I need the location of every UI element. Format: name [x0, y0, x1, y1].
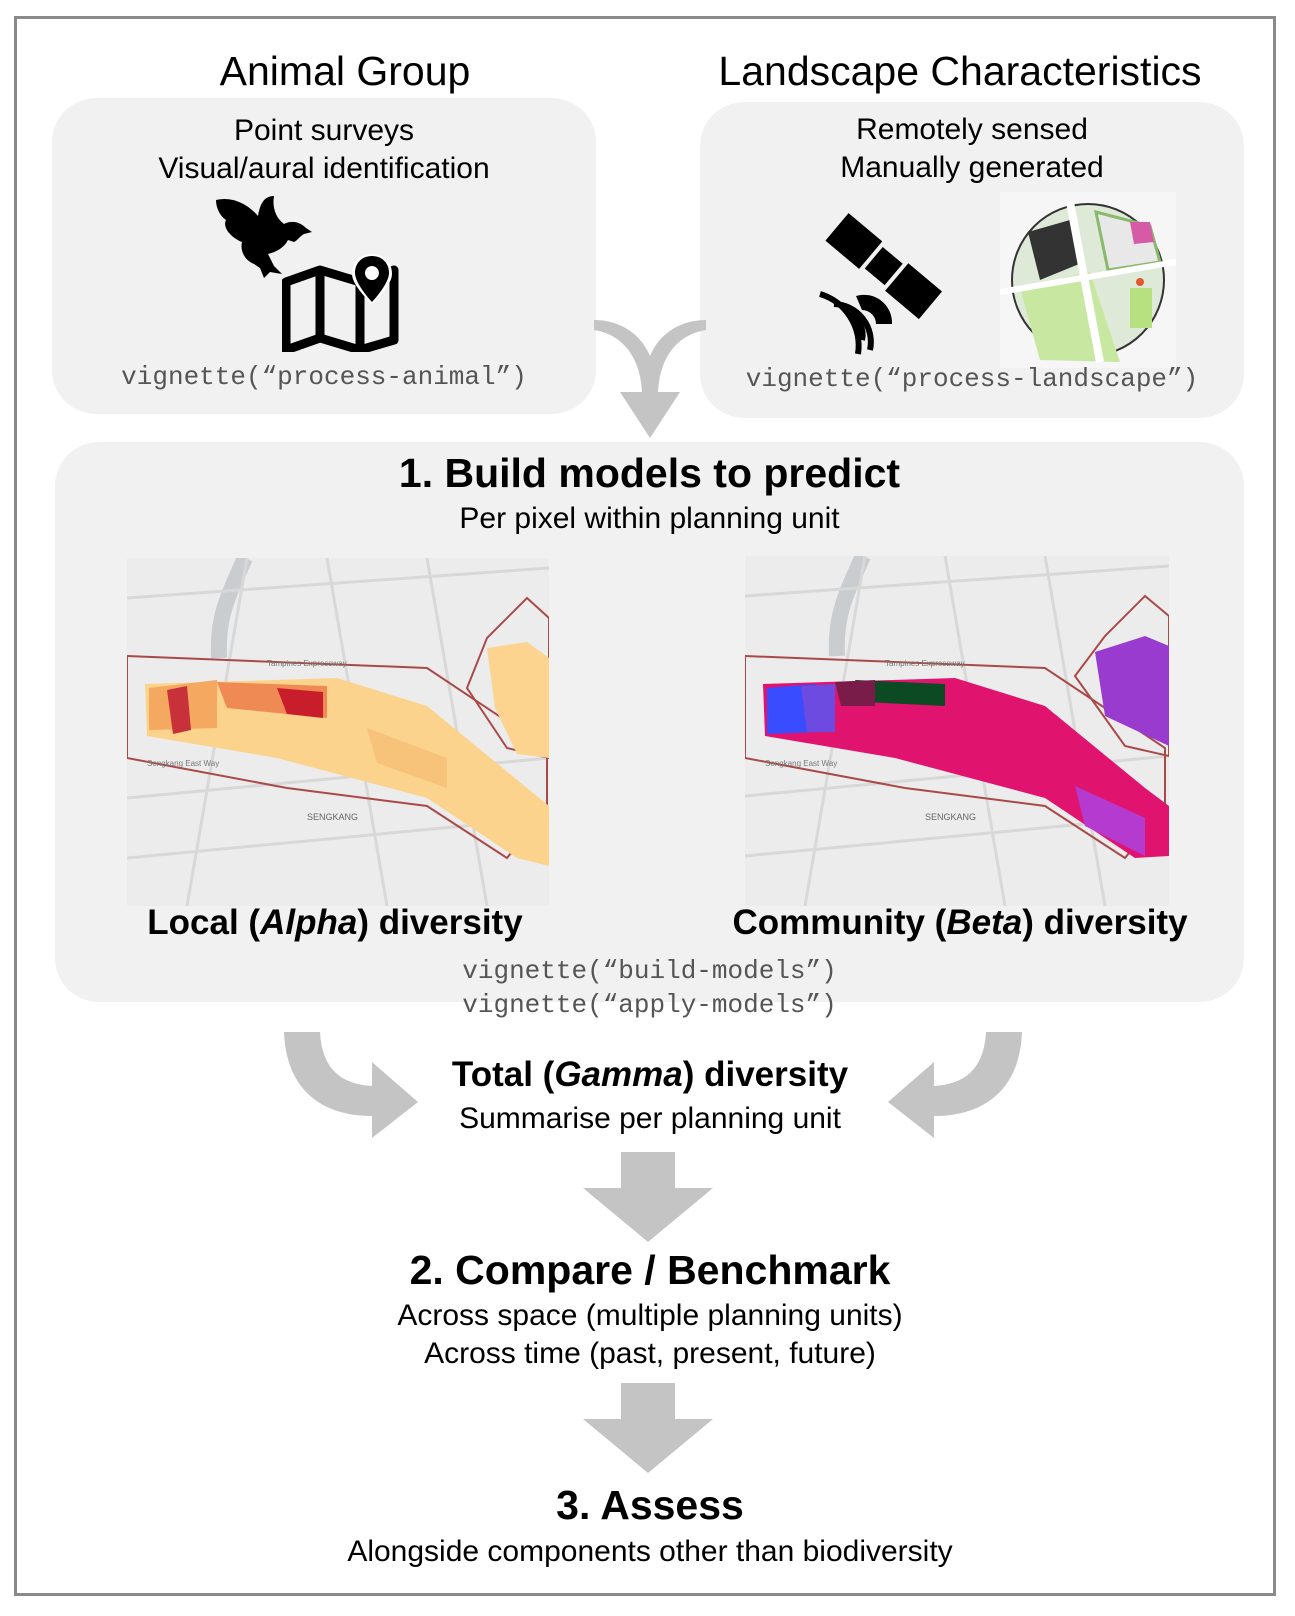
landscape-line-2: Manually generated: [840, 151, 1104, 184]
eagle-icon: [216, 196, 312, 278]
down-arrow-1: [583, 1152, 713, 1242]
beta-district-label: SENGKANG: [925, 812, 976, 822]
assess-subtitle: Alongside components other than biodiver…: [347, 1535, 953, 1568]
build-vignette-2: vignette(“apply-models”): [462, 990, 837, 1020]
map-pin-icon: [282, 254, 399, 352]
compare-line-2: Across time (past, present, future): [424, 1337, 876, 1370]
build-vignette-1: vignette(“build-models”): [462, 956, 837, 986]
alpha-district-label: SENGKANG: [307, 812, 358, 822]
right-curved-arrow: [888, 1032, 1022, 1138]
down-arrow-2: [583, 1383, 713, 1473]
compare-line-1: Across space (multiple planning units): [397, 1299, 903, 1332]
animal-vignette: vignette(“process-animal”): [121, 362, 527, 392]
landscape-title: Landscape Characteristics: [718, 48, 1202, 94]
landscape-map-thumbnail: [1000, 192, 1176, 368]
animal-group-title: Animal Group: [219, 48, 471, 94]
left-curved-arrow: [284, 1032, 418, 1138]
beta-diversity-map: Tampines Expressway SENGKANG Sengkang Ea…: [745, 556, 1169, 906]
alpha-road1-label: Sengkang East Way: [147, 759, 219, 768]
alpha-diversity-map: Tampines Expressway SENGKANG Sengkang Ea…: [127, 558, 549, 906]
landscape-line-1: Remotely sensed: [856, 113, 1088, 146]
assess-title: 3. Assess: [556, 1482, 744, 1528]
landscape-vignette: vignette(“process-landscape”): [745, 364, 1199, 394]
animal-panel: [52, 98, 596, 414]
beta-diversity-label: Community (Beta) diversity: [732, 903, 1188, 942]
alpha-diversity-label: Local (Alpha) diversity: [147, 903, 523, 942]
compare-title: 2. Compare / Benchmark: [409, 1247, 891, 1293]
build-title: 1. Build models to predict: [398, 450, 901, 496]
animal-line-2: Visual/aural identification: [158, 152, 490, 185]
alpha-expressway-label: Tampines Expressway: [267, 659, 347, 668]
merge-arrow: [594, 320, 706, 438]
beta-road1-label: Sengkang East Way: [765, 759, 837, 768]
figure-frame: [14, 16, 1276, 1596]
gamma-subtitle: Summarise per planning unit: [459, 1102, 841, 1135]
beta-expressway-label: Tampines Expressway: [885, 659, 965, 668]
gamma-diversity-title: Total (Gamma) diversity: [451, 1055, 849, 1094]
satellite-icon: [819, 213, 943, 355]
animal-line-1: Point surveys: [233, 114, 415, 147]
build-subtitle: Per pixel within planning unit: [459, 502, 840, 535]
